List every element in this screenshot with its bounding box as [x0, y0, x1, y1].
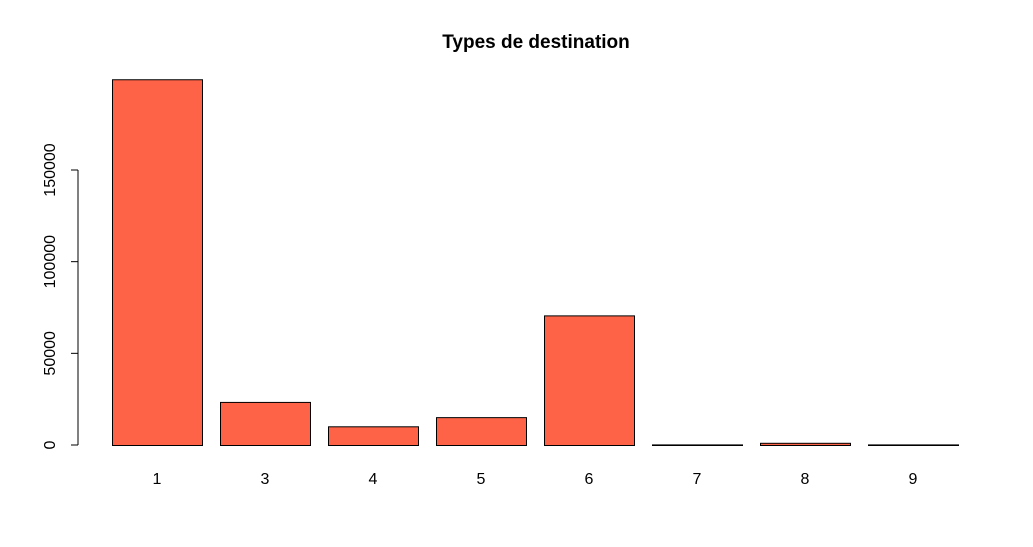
y-tick-label: 100000 — [42, 235, 59, 288]
x-tick-label: 8 — [801, 471, 810, 488]
x-tick-label: 7 — [693, 471, 702, 488]
bar-3 — [220, 401, 311, 446]
bar-1 — [112, 79, 203, 446]
bars-group — [112, 79, 959, 446]
bar-7 — [652, 444, 743, 446]
x-tick-label: 9 — [909, 471, 918, 488]
y-tick-label: 50000 — [42, 331, 59, 376]
x-tick-label: 3 — [261, 471, 270, 488]
x-tick-label: 6 — [585, 471, 594, 488]
bar-8 — [760, 442, 851, 446]
y-axis: 0 50000 100000 150000 — [42, 143, 79, 449]
x-axis-labels: 1 3 4 5 6 7 8 9 — [153, 471, 918, 488]
chart-title: Types de destination — [442, 32, 630, 53]
x-tick-label: 4 — [369, 471, 378, 488]
bar-5 — [436, 417, 527, 446]
x-tick-label: 5 — [477, 471, 486, 488]
y-tick-label: 0 — [42, 440, 59, 449]
x-tick-label: 1 — [153, 471, 162, 488]
bar-9 — [868, 444, 959, 446]
bar-6 — [544, 315, 635, 446]
bar-4 — [328, 426, 419, 446]
y-tick-label: 150000 — [42, 143, 59, 196]
